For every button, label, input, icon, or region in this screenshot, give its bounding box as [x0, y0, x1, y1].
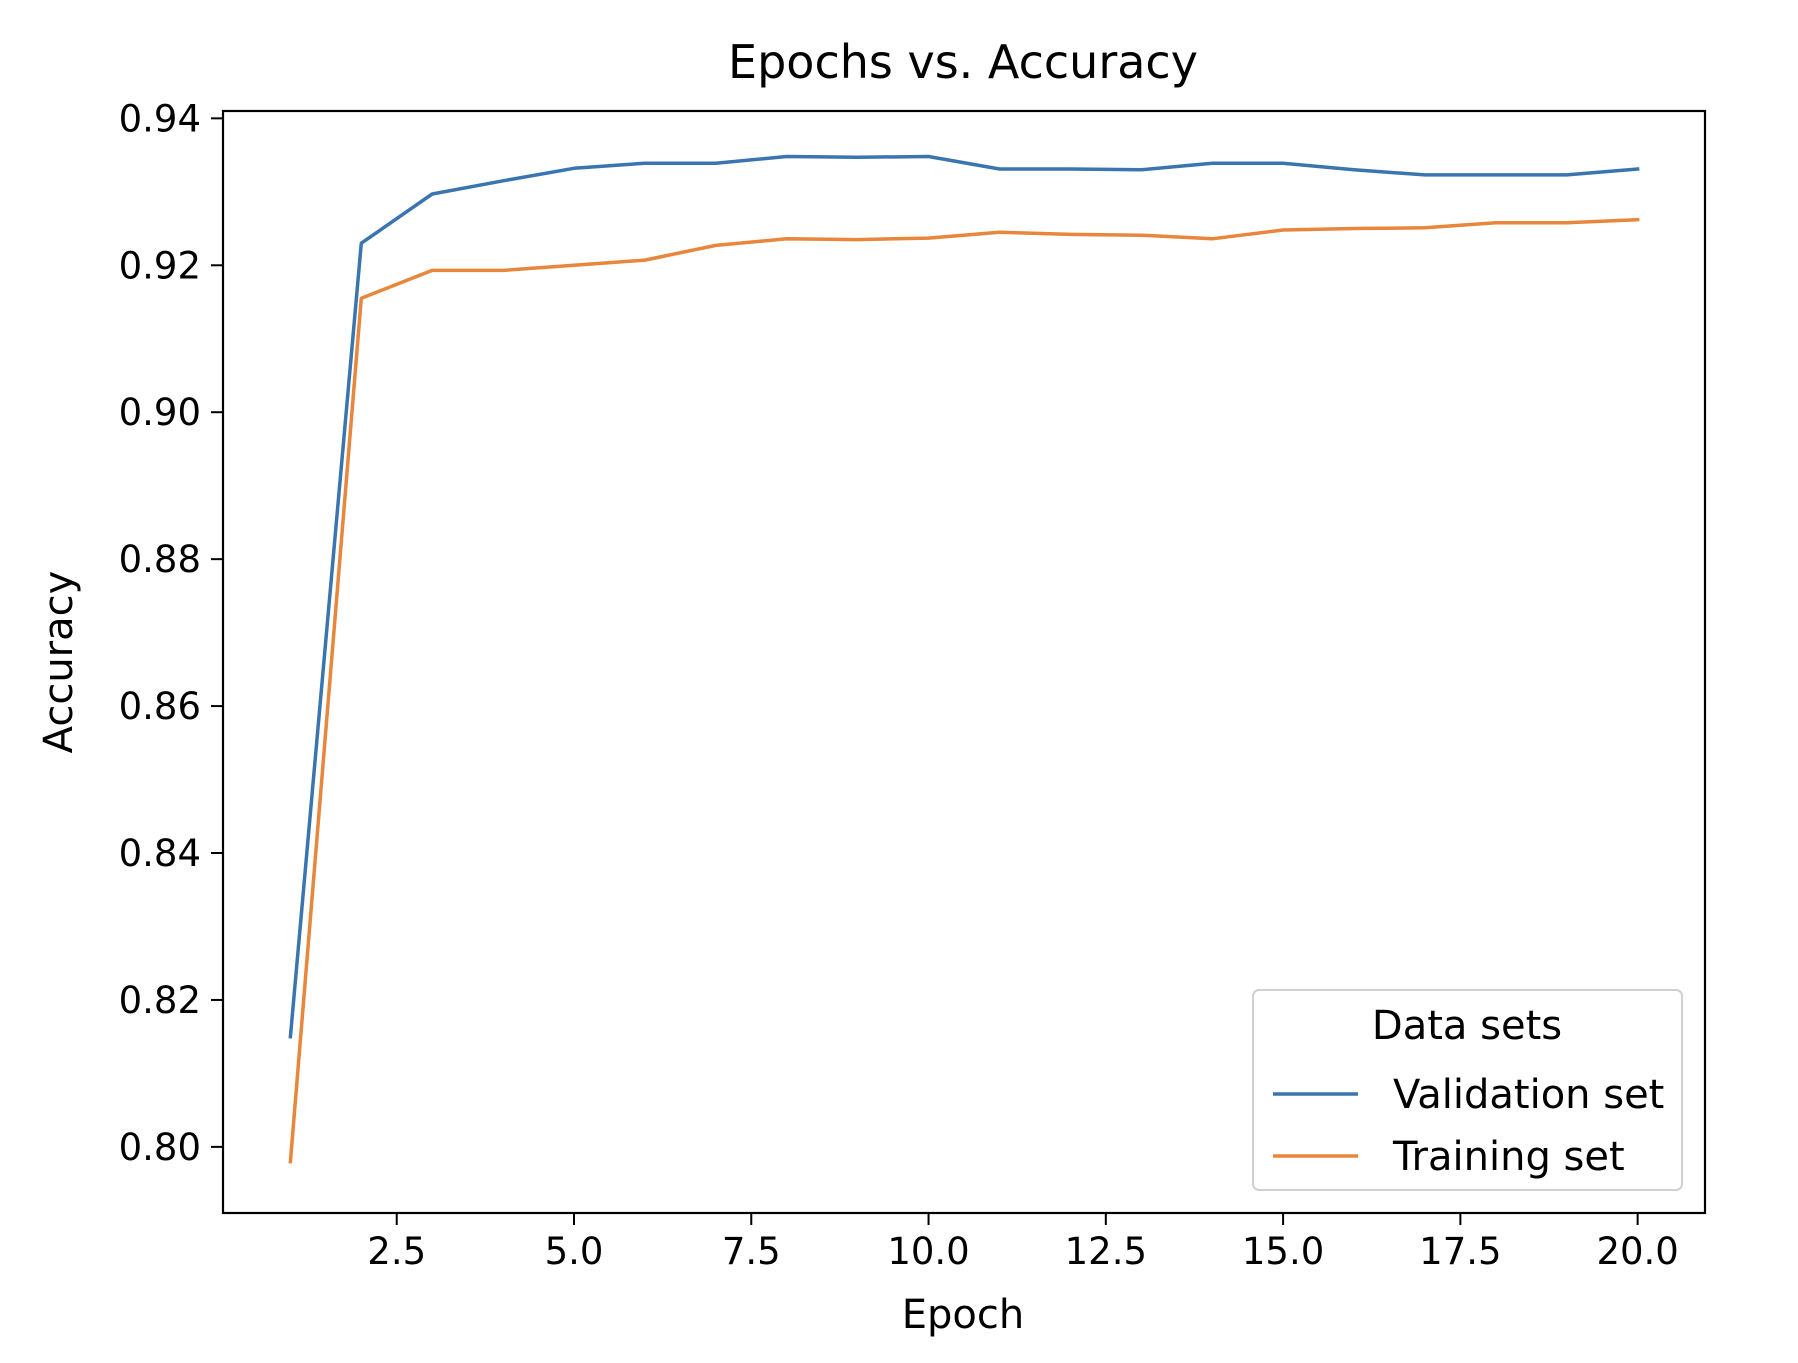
series-line-validation-set: [288, 154, 1640, 1039]
y-tick-label: 0.80: [119, 1126, 201, 1169]
y-axis-label: Accuracy: [36, 571, 82, 754]
legend-title: Data sets: [1372, 1003, 1562, 1049]
series-line-training-set: [288, 217, 1640, 1164]
legend-label-validation-set: Validation set: [1393, 1072, 1664, 1118]
axes: 2.5 5.0 7.5 10.0 12.5 15.0 17.5 20.0 0.80 0.82 0.8…: [119, 97, 1679, 1273]
x-axis-label: Epoch: [902, 1292, 1024, 1338]
x-tick-label: 7.5: [722, 1230, 781, 1273]
y-tick-label: 0.90: [119, 391, 201, 434]
x-tick-label: 2.5: [367, 1230, 426, 1273]
y-tick-label: 0.82: [119, 979, 201, 1022]
y-tick-label: 0.92: [119, 244, 201, 287]
chart-title: Epochs vs. Accuracy: [728, 35, 1198, 89]
series-lines: [288, 154, 1640, 1164]
x-tick-label: 10.0: [887, 1230, 969, 1273]
x-tick-label: 17.5: [1419, 1230, 1501, 1273]
x-tick-label: 15.0: [1242, 1230, 1324, 1273]
y-tick-label: 0.94: [119, 97, 201, 140]
y-tick-label: 0.88: [119, 538, 201, 581]
x-tick-label: 12.5: [1065, 1230, 1147, 1273]
legend-label-training-set: Training set: [1392, 1134, 1625, 1180]
legend: Data sets Validation set Training set: [1252, 989, 1683, 1191]
x-tick-label: 5.0: [545, 1230, 604, 1273]
x-tick-label: 20.0: [1596, 1230, 1678, 1273]
y-tick-label: 0.84: [119, 832, 201, 875]
y-tick-label: 0.86: [119, 685, 201, 728]
plot-frame: [221, 109, 1707, 1215]
legend-box: [1252, 989, 1683, 1191]
